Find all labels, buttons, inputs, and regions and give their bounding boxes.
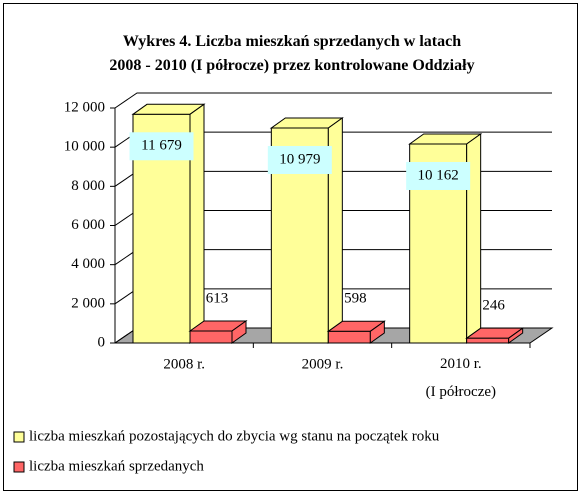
x-tick-label: 2009 r.	[302, 356, 344, 372]
value-label: 10 979	[279, 151, 320, 167]
bar	[465, 327, 525, 344]
legend-swatch	[13, 431, 25, 443]
y-tick-label: 10 000	[64, 139, 105, 155]
value-label-box	[406, 161, 471, 190]
value-label-box	[267, 145, 332, 174]
legend-label: liczba mieszkań sprzedanych	[29, 458, 204, 474]
x-tick-label: 2010 r. (I półrocze)	[426, 356, 496, 400]
grid-line	[114, 92, 552, 109]
value-label: 11 679	[141, 138, 182, 154]
value-label: 10 162	[418, 167, 459, 183]
chart-title: Wykres 4. Liczba mieszkań sprzedanych w …	[109, 33, 474, 74]
value-label: 613	[206, 290, 229, 306]
bar	[131, 103, 206, 344]
y-tick-label: 2 000	[71, 295, 105, 311]
bar	[326, 320, 386, 344]
bar	[269, 117, 344, 344]
y-tick-label: 4 000	[71, 256, 105, 272]
x-tick-label: 2008 r.	[163, 356, 205, 372]
y-tick-label: 0	[98, 334, 106, 350]
bar	[188, 320, 248, 344]
value-label-box	[129, 132, 194, 161]
y-tick-label: 8 000	[71, 178, 105, 194]
legend-swatch	[13, 461, 25, 473]
legend-label: liczba mieszkań pozostających do zbycia …	[29, 428, 440, 444]
y-tick-label: 6 000	[71, 217, 105, 233]
value-label: 246	[482, 298, 505, 314]
value-label: 598	[344, 291, 367, 307]
y-tick-label: 12 000	[64, 99, 105, 115]
